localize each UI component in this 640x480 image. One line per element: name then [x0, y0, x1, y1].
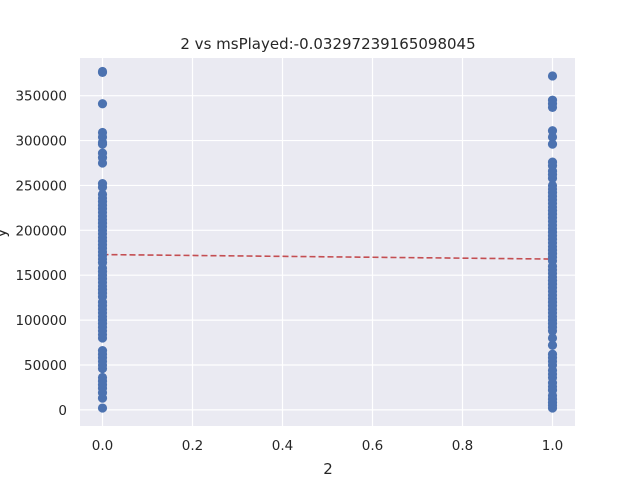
x-tick-label: 0.8 [452, 438, 473, 454]
data-point [97, 139, 108, 149]
y-tick-label: 150000 [15, 268, 67, 284]
data-point [97, 67, 108, 77]
x-axis-ticks: 0.0 0.2 0.4 0.6 0.8 1.0 [92, 438, 563, 454]
y-tick-label: 250000 [15, 178, 67, 194]
y-tick-label: 300000 [15, 134, 67, 150]
y-axis-ticks: 0 50000 100000 150000 200000 250000 300000 3500… [15, 89, 67, 419]
data-point [547, 102, 558, 112]
plot-area [80, 58, 575, 426]
y-tick-label: 50000 [24, 358, 67, 374]
data-point [97, 403, 108, 413]
data-point [97, 363, 108, 374]
x-tick-label: 0.6 [362, 438, 383, 454]
x-tick-label: 0.4 [272, 438, 293, 454]
data-point [97, 158, 108, 168]
data-point [547, 71, 558, 81]
y-axis-label: y [0, 228, 10, 237]
y-tick-label: 0 [58, 403, 67, 419]
y-tick-label: 200000 [15, 223, 67, 239]
data-point [547, 139, 558, 149]
data-point [547, 173, 558, 183]
x-tick-label: 0.0 [92, 438, 113, 454]
y-tick-label: 350000 [15, 89, 67, 105]
data-points [97, 66, 558, 413]
x-tick-label: 0.2 [182, 438, 203, 454]
data-point [547, 326, 558, 336]
chart-title: 2 vs msPlayed:-0.03297239165098045 [180, 35, 475, 53]
data-point [547, 132, 558, 142]
x-axis-label: 2 [323, 460, 333, 478]
data-point [97, 99, 108, 109]
trend-line [102, 253, 553, 260]
data-point [547, 333, 558, 343]
y-tick-label: 100000 [15, 313, 67, 329]
data-point [547, 340, 558, 350]
data-point [547, 403, 558, 413]
x-tick-label: 1.0 [542, 438, 563, 454]
data-point [97, 182, 108, 192]
trend-line-group [102, 253, 553, 260]
data-point [97, 393, 108, 403]
data-point [97, 333, 108, 343]
